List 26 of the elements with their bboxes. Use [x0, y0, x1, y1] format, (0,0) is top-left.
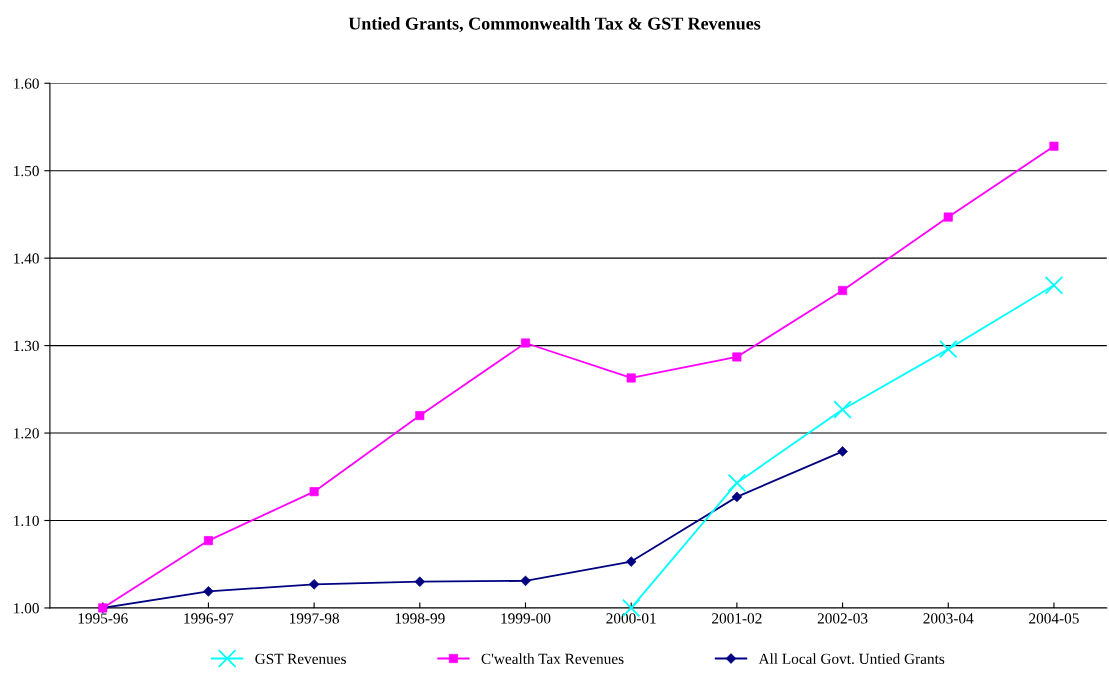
x-tick-label: 1997-98 — [290, 613, 339, 624]
y-tick-label: 1.00 — [14, 603, 39, 614]
y-tick-label: 1.20 — [14, 428, 39, 439]
y-tick-label: 1.40 — [14, 253, 39, 264]
point — [203, 536, 213, 546]
x-tick-label: 1999-00 — [501, 613, 551, 624]
x-tick-label: 1998-99 — [395, 613, 445, 624]
x-tick-label: 2001-02 — [712, 613, 762, 624]
x-tick-label: 1996-97 — [184, 613, 234, 624]
legend-label: GST Revenues — [255, 653, 346, 665]
chart-title: Untied Grants, Commonwealth Tax & GST Revenues — [348, 16, 761, 33]
point — [939, 339, 958, 359]
legend-label: C'wealth Tax Revenues — [481, 653, 624, 665]
legend-label: All Local Govt. Untied Grants — [758, 653, 945, 665]
y-tick-label: 1.10 — [14, 515, 39, 527]
point — [833, 400, 852, 419]
x-tick-label: 2004-05 — [1029, 613, 1079, 624]
y-tick-label: 1.60 — [14, 78, 39, 89]
x-tick-label: 2003-04 — [923, 613, 974, 624]
point — [727, 473, 747, 493]
y-tick-label: 1.50 — [14, 165, 39, 177]
x-tick-label: 2002-03 — [817, 613, 868, 624]
x-tick-label: 1995-96 — [78, 613, 128, 624]
point — [1044, 276, 1064, 295]
x-tick-label: 2000-01 — [606, 613, 656, 624]
y-tick-label: 1.30 — [14, 340, 39, 352]
